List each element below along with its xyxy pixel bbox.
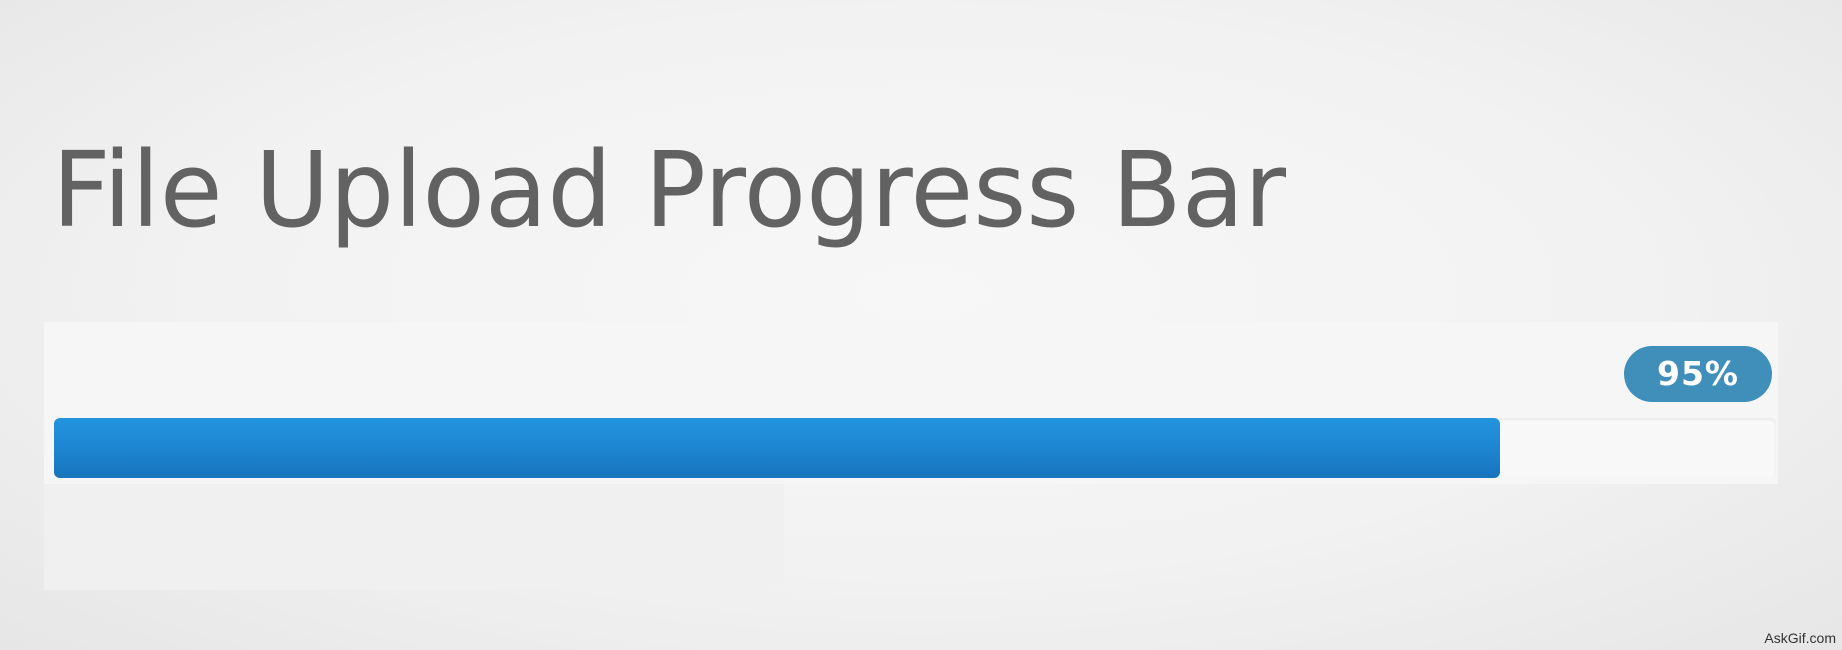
page-title: File Upload Progress Bar — [52, 129, 1287, 251]
progress-fill — [54, 418, 1501, 478]
progress-percent-badge: 95% — [1624, 346, 1772, 402]
watermark-text: AskGif.com — [1764, 630, 1836, 646]
panel-shadow-block — [44, 484, 784, 590]
progress-track — [54, 418, 1776, 478]
